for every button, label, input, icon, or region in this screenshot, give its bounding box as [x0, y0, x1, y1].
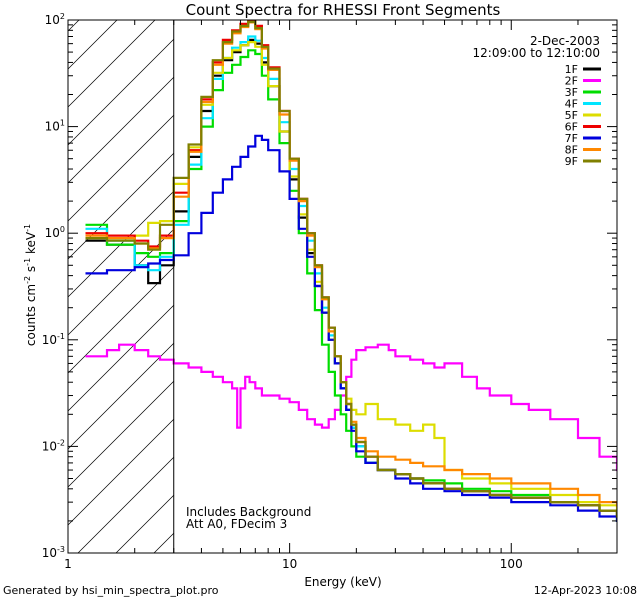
attenuator-hatch-region [68, 20, 174, 553]
legend-label-9f: 9F [565, 155, 578, 168]
y-tick-label: 10-1 [42, 332, 65, 347]
hatch-line [68, 38, 174, 146]
series-line-7f [85, 134, 617, 522]
y-tick-label: 100 [45, 225, 65, 240]
series-line-3f [85, 49, 617, 522]
hatch-line [68, 76, 174, 184]
legend-label-2f: 2F [565, 75, 578, 88]
annotation-attenuator: Att A0, FDecim 3 [186, 517, 287, 531]
y-axis-label: counts cm-2 s-1 keV-1 [23, 224, 38, 346]
series-line-6f [85, 20, 617, 518]
x-tick-label: 10 [282, 557, 297, 571]
y-tick-label: 10-3 [42, 545, 65, 560]
legend-label-1f: 1F [565, 63, 578, 76]
legend-label-4f: 4F [565, 98, 578, 111]
series-line-5f [85, 41, 617, 512]
y-tick-label: 101 [45, 119, 65, 134]
hatch-line [68, 20, 156, 108]
series-line-2f [85, 343, 617, 472]
footer-timestamp: 12-Apr-2023 10:08 [534, 584, 637, 597]
legend-label-3f: 3F [565, 86, 578, 99]
series-line-9f [85, 20, 617, 518]
series-line-8f [85, 21, 617, 507]
chart-title: Count Spectra for RHESSI Front Segments [186, 1, 501, 19]
x-axis-label: Energy (keV) [304, 575, 381, 589]
legend-label-7f: 7F [565, 132, 578, 145]
x-tick-label: 100 [500, 557, 523, 571]
footer-generated-by: Generated by hsi_min_spectra_plot.pro [3, 584, 219, 597]
hatch-line [68, 228, 174, 336]
series-line-1f [85, 38, 617, 518]
legend-label-6f: 6F [565, 121, 578, 134]
hatch-line [68, 20, 80, 32]
date-label: 2-Dec-2003 [530, 34, 600, 48]
hatch-line [68, 190, 174, 298]
legend-label-5f: 5F [565, 109, 578, 122]
hatch-line [68, 418, 174, 526]
time-range-label: 12:09:00 to 12:10:00 [473, 46, 600, 60]
annotation-background: Includes Background [186, 505, 311, 519]
x-tick-label: 1 [64, 557, 72, 571]
series-line-4f [85, 35, 617, 522]
legend-label-8f: 8F [565, 144, 578, 157]
y-tick-label: 102 [45, 12, 65, 27]
hatch-line [68, 380, 174, 488]
plot-frame [67, 19, 618, 554]
hatch-line [68, 152, 174, 260]
y-tick-label: 10-2 [42, 438, 65, 453]
hatch-line [68, 266, 174, 374]
hatch-line [77, 456, 174, 553]
